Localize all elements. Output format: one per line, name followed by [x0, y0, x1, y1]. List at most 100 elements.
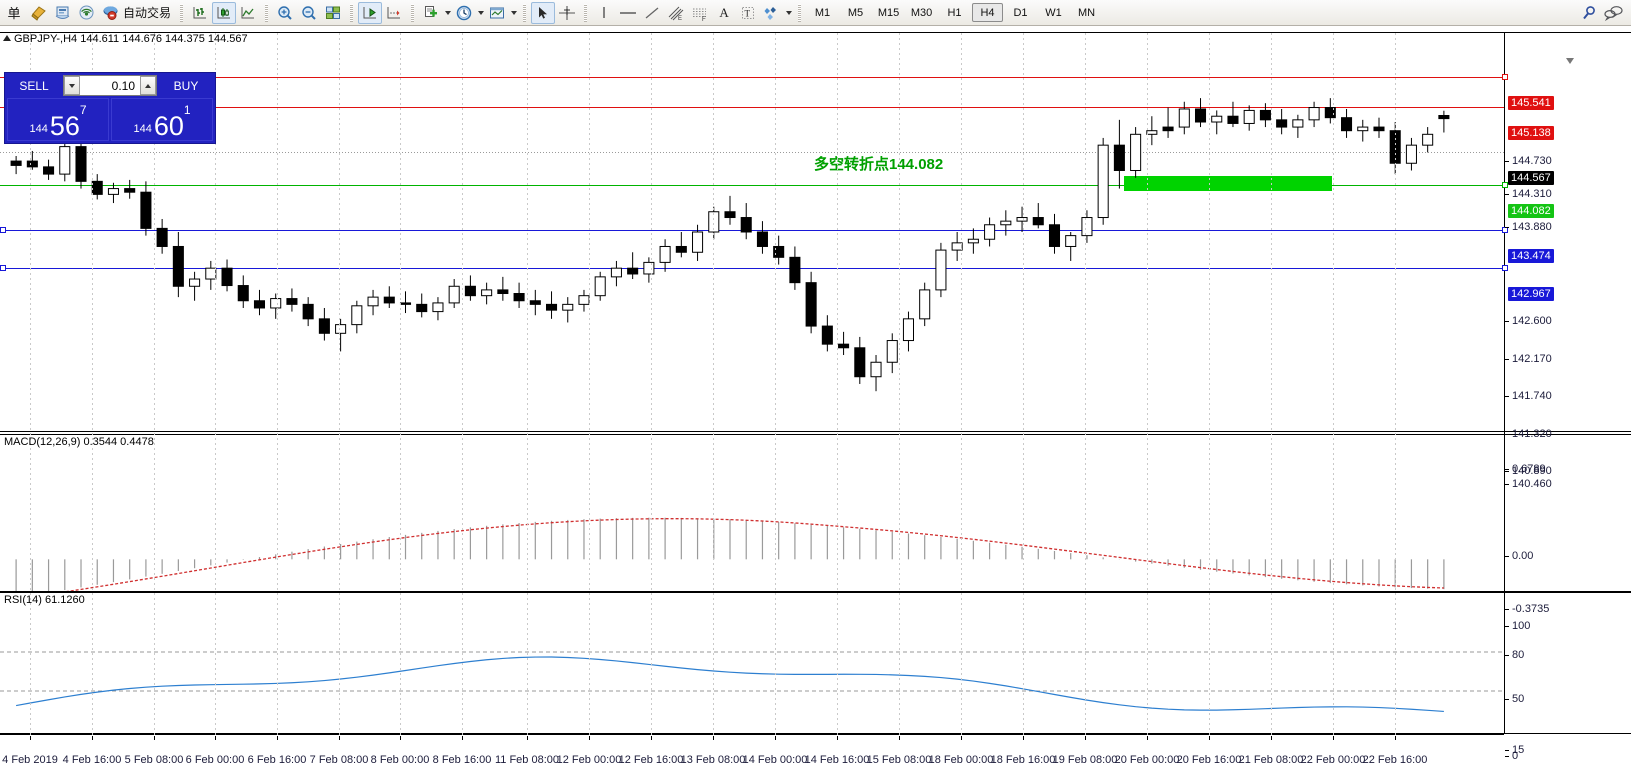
chart-area[interactable]: GBPJPY-,H4 144.611 144.676 144.375 144.5… [0, 26, 1631, 780]
timeframe-d1[interactable]: D1 [1013, 6, 1028, 19]
scale-tick [1505, 699, 1509, 700]
volume-decrement-button[interactable] [64, 76, 80, 95]
cursor-icon[interactable] [531, 1, 556, 24]
price-tag-145541[interactable]: 145.541 [1508, 96, 1554, 110]
time-tick [1333, 736, 1334, 740]
timeframe-m30[interactable]: M30 [910, 6, 933, 19]
collapse-up-icon[interactable] [3, 35, 11, 41]
search-icon[interactable] [1577, 2, 1601, 24]
sell-label[interactable]: SELL [19, 78, 49, 93]
time-gridline [1085, 33, 1086, 736]
one-click-trading-panel[interactable]: SELL 0.10 BUY 144 56 7 144 60 1 [4, 72, 216, 144]
price-label: 140.460 [1512, 478, 1552, 490]
equidistant-channel-icon[interactable]: E [664, 2, 688, 24]
candlestick-chart-icon[interactable] [212, 1, 237, 24]
time-gridline [1395, 33, 1396, 736]
pivot-line-144082[interactable] [0, 182, 1508, 188]
timeframe-mn[interactable]: MN [1077, 6, 1096, 19]
zoom-out-icon[interactable] [297, 2, 321, 24]
market-icon[interactable] [98, 2, 122, 24]
chart-shift-icon[interactable] [382, 2, 406, 24]
rsi-series [0, 651, 1504, 713]
horizontal-line-icon[interactable] [616, 2, 640, 24]
sell-button[interactable]: 144 56 7 [7, 98, 109, 141]
time-tick [1147, 736, 1148, 740]
time-label: 4 Feb 16:00 [62, 754, 122, 766]
toolbar-separator [348, 3, 355, 23]
time-label: 22 Feb 00:00 [1300, 754, 1366, 766]
timeframe-h4[interactable]: H4 [972, 3, 1004, 22]
price-tag-144567[interactable]: 144.567 [1508, 171, 1554, 185]
time-axis[interactable]: 4 Feb 2019 4 Feb 16:00 5 Feb 08:00 6 Feb 00… [0, 33, 1504, 780]
templates-icon[interactable] [485, 2, 509, 24]
price-label: 140.890 [1512, 465, 1552, 477]
shapes-icon[interactable] [760, 2, 784, 24]
price-label: 144.730 [1512, 155, 1552, 167]
time-label: 6 Feb 00:00 [185, 754, 245, 766]
time-tick [527, 736, 528, 740]
crosshair-icon[interactable] [555, 2, 579, 24]
indicators-dropdown-caret[interactable] [443, 2, 452, 24]
price-tag-144082[interactable]: 144.082 [1508, 204, 1554, 218]
scale-tick [1505, 469, 1509, 470]
buy-price-prefix: 144 [133, 123, 152, 135]
collapse-right-icon[interactable] [1566, 58, 1574, 64]
price-tag-143474[interactable]: 143.474 [1508, 249, 1554, 263]
time-gridline [30, 33, 31, 736]
zoom-in-icon[interactable] [273, 2, 297, 24]
fibonacci-icon[interactable]: F [688, 2, 712, 24]
support-line-142967[interactable] [0, 265, 1508, 271]
time-label: 8 Feb 00:00 [370, 754, 430, 766]
time-tick [775, 736, 776, 740]
metaeditor-icon[interactable] [26, 2, 50, 24]
terminal-icon[interactable] [50, 2, 74, 24]
price-tick [1505, 194, 1509, 195]
auto-scroll-icon[interactable] [358, 1, 383, 24]
shapes-dropdown-caret[interactable] [784, 2, 793, 24]
autotrading-label[interactable]: 自动交易 [123, 6, 172, 20]
chart-symbol-ohlc-label: GBPJPY-,H4 144.611 144.676 144.375 144.5… [14, 33, 248, 45]
time-gridline [651, 33, 652, 736]
trendline-icon[interactable] [640, 2, 664, 24]
price-pane[interactable] [0, 32, 1631, 432]
volume-value[interactable]: 0.10 [111, 78, 135, 93]
buy-label[interactable]: BUY [173, 78, 199, 93]
timeframe-m1[interactable]: M1 [814, 6, 831, 19]
rsi-pane[interactable] [0, 592, 1631, 734]
price-tag-145138[interactable]: 145.138 [1508, 126, 1554, 140]
buy-button[interactable]: 144 60 1 [111, 98, 213, 141]
toolbar-separator [178, 3, 185, 23]
resistance-line-145138[interactable] [0, 107, 1504, 108]
volume-increment-button[interactable] [140, 76, 156, 95]
scale-tick [1505, 750, 1509, 751]
time-gridline [215, 33, 216, 736]
bar-chart-icon[interactable] [188, 2, 212, 24]
vertical-line-icon[interactable] [592, 2, 616, 24]
tile-windows-icon[interactable] [321, 2, 345, 24]
line-chart-icon[interactable] [236, 2, 260, 24]
volume-stepper[interactable]: 0.10 [63, 75, 157, 96]
price-tag-142967[interactable]: 142.967 [1508, 287, 1554, 301]
new-order-icon[interactable]: 单 [7, 6, 21, 21]
svg-text:F: F [702, 17, 706, 22]
timeframe-h1[interactable]: H1 [947, 6, 962, 19]
macd-pane[interactable] [0, 434, 1631, 592]
time-gridline [339, 33, 340, 736]
templates-dropdown-caret[interactable] [509, 2, 518, 24]
text-icon[interactable]: A [719, 4, 729, 20]
timeframe-m15[interactable]: M15 [877, 6, 900, 19]
chat-icon[interactable] [1601, 2, 1625, 24]
demand-zone-rect[interactable] [1124, 176, 1332, 191]
timeframe-w1[interactable]: W1 [1045, 6, 1062, 19]
timeframe-m5[interactable]: M5 [847, 6, 864, 19]
periods-icon[interactable] [452, 2, 476, 24]
time-label: 14 Feb 00:00 [742, 754, 808, 766]
time-tick [92, 736, 93, 740]
periods-dropdown-caret[interactable] [476, 2, 485, 24]
indicators-icon[interactable] [419, 2, 443, 24]
scale-label: 0.6789 [1512, 463, 1546, 475]
text-label-icon[interactable]: T [736, 2, 760, 24]
time-label: 18 Feb 16:00 [990, 754, 1056, 766]
resistance-line-145541[interactable] [0, 74, 1508, 80]
signals-icon[interactable] [74, 2, 98, 24]
